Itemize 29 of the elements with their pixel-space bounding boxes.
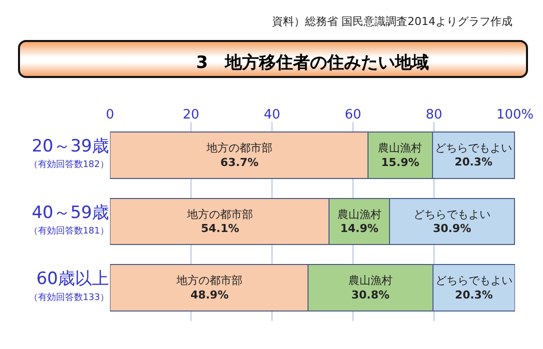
series-label: 地方の都市部	[205, 142, 272, 155]
data-label: 30.9%	[432, 222, 472, 236]
data-label: 48.9%	[190, 288, 229, 302]
text: 農山漁村	[378, 142, 422, 155]
text: 地方の都市部	[187, 208, 254, 221]
data-label: 30.8%	[351, 288, 390, 302]
y-tick-label: 20～39歳（有効回答数182）	[28, 136, 109, 170]
text: 農山漁村	[348, 274, 392, 288]
series-label: どちらでもよい	[435, 274, 512, 288]
data-label: 15.9%	[381, 156, 420, 169]
x-tick-label: 0	[106, 107, 114, 122]
x-tick-label: 60	[344, 107, 362, 122]
y-tick-label: 60歳以上（有効回答数133）	[28, 269, 109, 303]
text: 地方の都市部	[176, 274, 243, 288]
text: どちらでもよい	[434, 142, 512, 155]
series-label: 農山漁村	[337, 208, 382, 221]
x-tick-label: 40	[264, 107, 280, 122]
data-label: 14.9%	[340, 222, 378, 236]
x-tick-label: 20	[182, 107, 200, 122]
data-label: 63.7%	[220, 156, 259, 169]
data-label: 20.3%	[455, 288, 493, 302]
text: 資料）総務省 国民意識調査2014よりグラフ作成	[272, 15, 512, 28]
chart-title: 3 地方移住者の住みたい地域	[196, 53, 429, 74]
y-tick-label: 40～59歳（有効回答数181）	[28, 202, 109, 236]
x-tick-label: 100%	[496, 107, 534, 122]
data-label: 20.3%	[454, 156, 492, 169]
text: どちらでもよい	[414, 208, 491, 221]
x-tick-label: 80	[426, 107, 442, 122]
data-label: 54.1%	[200, 222, 240, 236]
